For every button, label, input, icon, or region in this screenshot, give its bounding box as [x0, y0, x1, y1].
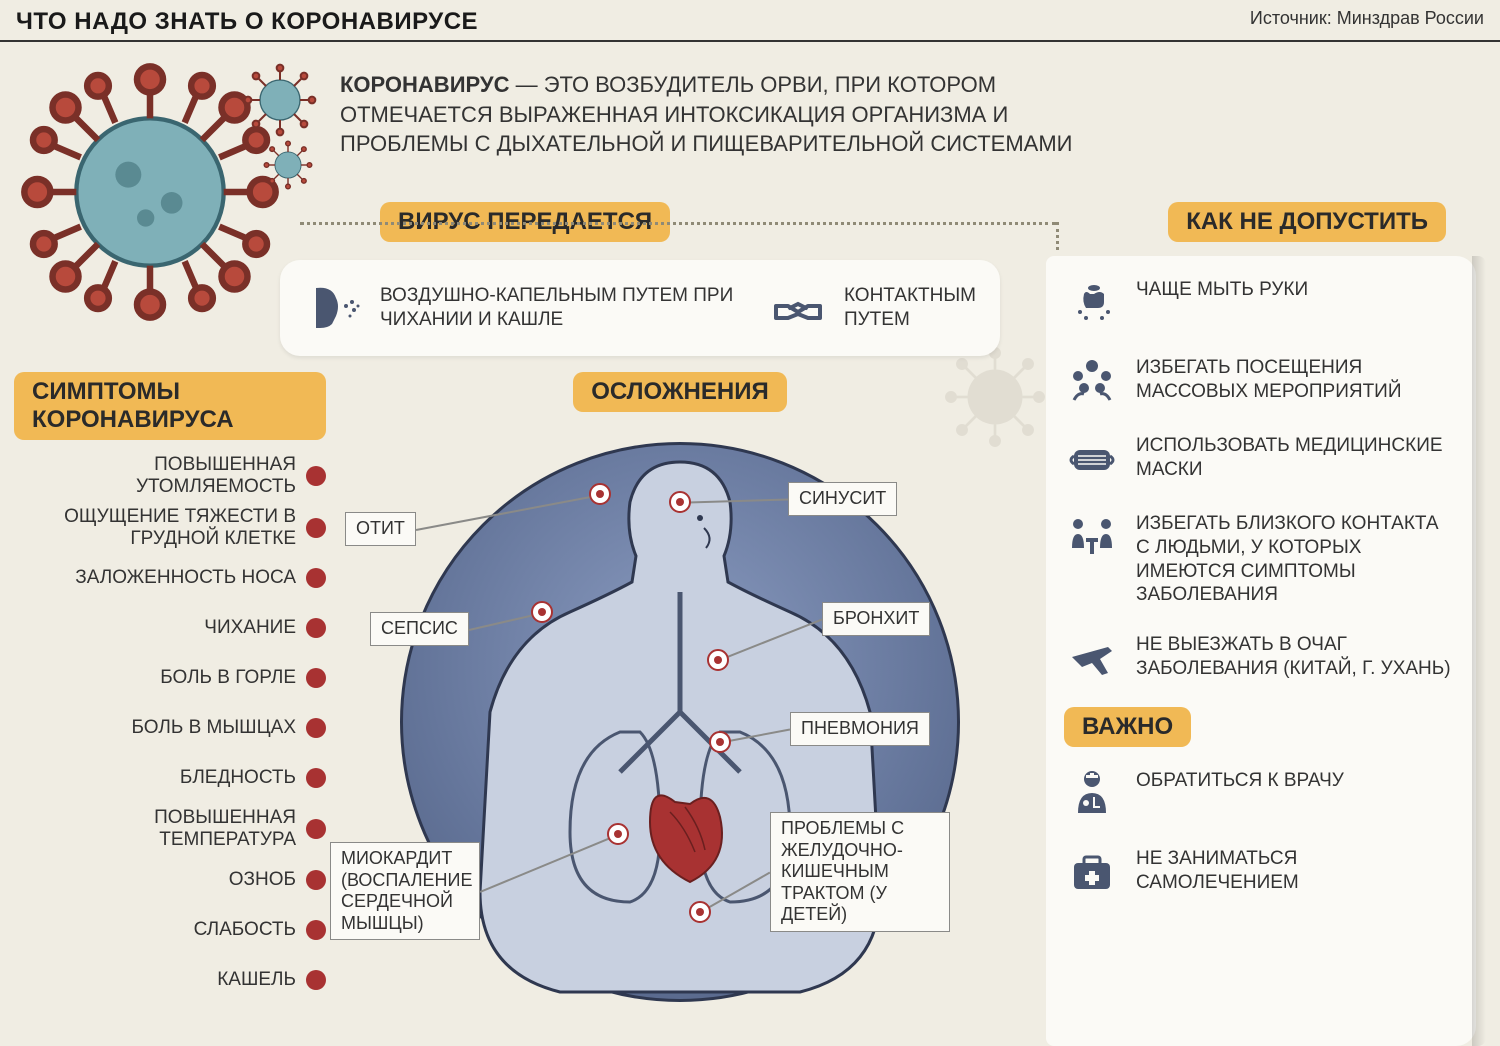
prevention-header: КАК НЕ ДОПУСТИТЬ [1168, 202, 1446, 242]
transmission-box: ВОЗДУШНО-КАПЕЛЬНЫМ ПУТЕМ ПРИ ЧИХАНИИ И К… [280, 260, 1000, 356]
bullet-dot-icon [306, 518, 326, 538]
complication-label-otit: ОТИТ [345, 512, 416, 546]
bullet-dot-icon [306, 466, 326, 486]
distance-icon [1064, 508, 1120, 564]
prevention-item: ИСПОЛЬЗОВАТЬ МЕДИЦИНСКИЕ МАСКИ [1064, 430, 1456, 486]
transmission-text-contact: КОНТАКТНЫМ ПУТЕМ [844, 284, 976, 332]
symptom-row: ПОВЫШЕННАЯ УТОМЛЯЕМОСТЬ [14, 450, 326, 502]
complication-point-icon [709, 731, 731, 753]
prevention-item: ОБРАТИТЬСЯ К ВРАЧУ [1064, 765, 1456, 821]
virus-small-icon-1 [240, 60, 320, 140]
prevention-item: НЕ ВЫЕЗЖАТЬ В ОЧАГ ЗАБОЛЕВАНИЯ (КИТАЙ, Г… [1064, 629, 1456, 685]
symptom-label: ПОВЫШЕННАЯ ТЕМПЕРАТУРА [14, 807, 296, 851]
prevention-section: КАК НЕ ДОПУСТИТЬ ЧАЩЕ МЫТЬ РУКИ ИЗБЕГАТЬ … [1046, 202, 1476, 1046]
medkit-icon [1064, 843, 1120, 899]
bullet-dot-icon [306, 970, 326, 990]
symptom-label: ОЩУЩЕНИЕ ТЯЖЕСТИ В ГРУДНОЙ КЛЕТКЕ [14, 506, 296, 550]
transmission-item-air: ВОЗДУШНО-КАПЕЛЬНЫМ ПУТЕМ ПРИ ЧИХАНИИ И К… [304, 278, 740, 338]
plane-icon [1064, 629, 1120, 685]
sneeze-icon [304, 278, 364, 338]
bullet-dot-icon [306, 618, 326, 638]
handshake-icon [768, 278, 828, 338]
symptom-row: ОЗНОБ [14, 855, 326, 905]
symptoms-section: СИМПТОМЫ КОРОНАВИРУСА ПОВЫШЕННАЯ УТОМЛЯЕ… [14, 372, 326, 1005]
transmission-section: ВИРУС ПЕРЕДАЕТСЯ ВОЗДУШНО-КАПЕЛЬНЫМ ПУТЕ… [280, 202, 1000, 356]
symptom-row: ЧИХАНИЕ [14, 603, 326, 653]
connector-right [1056, 222, 1059, 250]
complication-label-sinusitis: СИНУСИТ [788, 482, 897, 516]
symptom-label: БОЛЬ В МЫШЦАХ [132, 717, 296, 739]
prevention-text: НЕ ВЫЕЗЖАТЬ В ОЧАГ ЗАБОЛЕВАНИЯ (КИТАЙ, Г… [1136, 629, 1456, 681]
prevention-text: ИСПОЛЬЗОВАТЬ МЕДИЦИНСКИЕ МАСКИ [1136, 430, 1456, 482]
important-list: ОБРАТИТЬСЯ К ВРАЧУ НЕ ЗАНИМАТЬСЯ САМОЛЕЧЕ… [1064, 765, 1456, 899]
symptom-label: ПОВЫШЕННАЯ УТОМЛЯЕМОСТЬ [14, 454, 296, 498]
important-header: ВАЖНО [1064, 707, 1191, 747]
bullet-dot-icon [306, 768, 326, 788]
complication-label-myocarditis: МИОКАРДИТ (ВОСПАЛЕНИЕ СЕРДЕЧНОЙ МЫШЦЫ) [330, 842, 480, 940]
doctor-icon [1064, 765, 1120, 821]
complication-label-bronchitis: БРОНХИТ [822, 602, 930, 636]
prevention-list: ЧАЩЕ МЫТЬ РУКИ ИЗБЕГАТЬ ПОСЕЩЕНИЯ МАССОВЫ… [1064, 274, 1456, 685]
prevention-text: ЧАЩЕ МЫТЬ РУКИ [1136, 274, 1308, 302]
prevention-item: ИЗБЕГАТЬ ПОСЕЩЕНИЯ МАССОВЫХ МЕРОПРИЯТИЙ [1064, 352, 1456, 408]
symptom-label: ЗАЛОЖЕННОСТЬ НОСА [75, 567, 296, 589]
complication-point-icon [689, 901, 711, 923]
intro-text: КОРОНАВИРУС — ЭТО ВОЗБУДИТЕЛЬ ОРВИ, ПРИ … [340, 70, 1140, 159]
complications-header: ОСЛОЖНЕНИЯ [573, 372, 786, 412]
complication-label-sepsis: СЕПСИС [370, 612, 469, 646]
complication-label-gi: ПРОБЛЕМЫ С ЖЕЛУДОЧНО-КИШЕЧНЫМ ТРАКТОМ (У… [770, 812, 950, 932]
bullet-dot-icon [306, 920, 326, 940]
prevention-item: ИЗБЕГАТЬ БЛИЗКОГО КОНТАКТА С ЛЮДЬМИ, У К… [1064, 508, 1456, 607]
bullet-dot-icon [306, 819, 326, 839]
complication-point-icon [531, 601, 553, 623]
header-bar: ЧТО НАДО ЗНАТЬ О КОРОНАВИРУСЕ Источник: … [0, 0, 1500, 42]
symptoms-list: ПОВЫШЕННАЯ УТОМЛЯЕМОСТЬ ОЩУЩЕНИЕ ТЯЖЕСТИ … [14, 450, 326, 1005]
transmission-item-contact: КОНТАКТНЫМ ПУТЕМ [768, 278, 976, 338]
symptom-row: ЗАЛОЖЕННОСТЬ НОСА [14, 553, 326, 603]
bullet-dot-icon [306, 668, 326, 688]
symptoms-header: СИМПТОМЫ КОРОНАВИРУСА [14, 372, 326, 440]
symptom-label: БОЛЬ В ГОРЛЕ [160, 667, 296, 689]
prevention-text: ИЗБЕГАТЬ ПОСЕЩЕНИЯ МАССОВЫХ МЕРОПРИЯТИЙ [1136, 352, 1456, 404]
wash-hands-icon [1064, 274, 1120, 330]
symptom-label: ЧИХАНИЕ [204, 617, 296, 639]
transmission-text-air: ВОЗДУШНО-КАПЕЛЬНЫМ ПУТЕМ ПРИ ЧИХАНИИ И К… [380, 284, 740, 332]
crowd-icon [1064, 352, 1120, 408]
bullet-dot-icon [306, 718, 326, 738]
source-label: Источник: Минздрав России [1250, 8, 1484, 29]
mask-icon [1064, 430, 1120, 486]
symptom-label: ОЗНОБ [229, 869, 296, 891]
prevention-item: НЕ ЗАНИМАТЬСЯ САМОЛЕЧЕНИЕМ [1064, 843, 1456, 899]
symptom-label: БЛЕДНОСТЬ [180, 767, 296, 789]
prevention-text: ИЗБЕГАТЬ БЛИЗКОГО КОНТАКТА С ЛЮДЬМИ, У К… [1136, 508, 1456, 607]
complication-point-icon [607, 823, 629, 845]
intro-bold: КОРОНАВИРУС [340, 72, 509, 97]
symptom-row: ОЩУЩЕНИЕ ТЯЖЕСТИ В ГРУДНОЙ КЛЕТКЕ [14, 502, 326, 554]
prevention-item: ЧАЩЕ МЫТЬ РУКИ [1064, 274, 1456, 330]
prevention-panel: ЧАЩЕ МЫТЬ РУКИ ИЗБЕГАТЬ ПОСЕЩЕНИЯ МАССОВЫ… [1046, 256, 1476, 1046]
prevention-text: ОБРАТИТЬСЯ К ВРАЧУ [1136, 765, 1344, 793]
symptom-label: СЛАБОСТЬ [194, 919, 296, 941]
symptom-row: КАШЕЛЬ [14, 955, 326, 1005]
connector-top [300, 222, 1056, 225]
bullet-dot-icon [306, 870, 326, 890]
symptom-label: КАШЕЛЬ [217, 969, 296, 991]
complication-point-icon [589, 483, 611, 505]
page-title: ЧТО НАДО ЗНАТЬ О КОРОНАВИРУСЕ [16, 8, 478, 36]
symptom-row: БЛЕДНОСТЬ [14, 753, 326, 803]
symptom-row: БОЛЬ В ГОРЛЕ [14, 653, 326, 703]
content-area: КОРОНАВИРУС — ЭТО ВОЗБУДИТЕЛЬ ОРВИ, ПРИ … [0, 42, 1500, 1002]
complication-point-icon [707, 649, 729, 671]
symptom-row: ПОВЫШЕННАЯ ТЕМПЕРАТУРА [14, 803, 326, 855]
bullet-dot-icon [306, 568, 326, 588]
prevention-text: НЕ ЗАНИМАТЬСЯ САМОЛЕЧЕНИЕМ [1136, 843, 1456, 895]
virus-small-icon-2 [260, 137, 316, 193]
complication-point-icon [669, 491, 691, 513]
complication-label-pneumonia: ПНЕВМОНИЯ [790, 712, 930, 746]
symptom-row: СЛАБОСТЬ [14, 905, 326, 955]
symptom-row: БОЛЬ В МЫШЦАХ [14, 703, 326, 753]
